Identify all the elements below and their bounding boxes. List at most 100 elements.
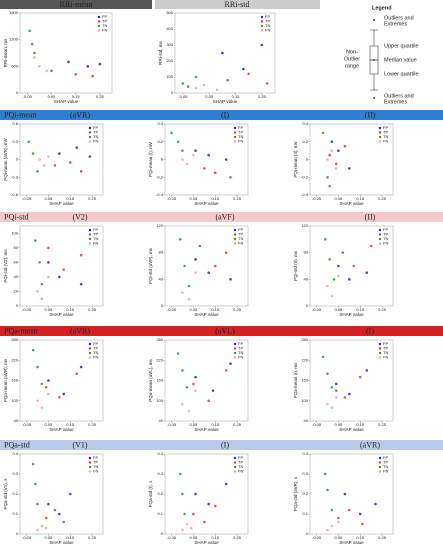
point	[75, 146, 79, 149]
legend-swatch	[260, 20, 264, 23]
legend-swatch	[233, 135, 237, 139]
chart: -0.4 -0.2 0 0.2 0.4 -0.05 0.05 0.15 0.25 SHAP val…	[293, 121, 394, 206]
lead-label: (I)	[221, 110, 229, 119]
legend-swatch	[378, 233, 382, 236]
y-tick-label: 0.2	[302, 139, 308, 144]
legend-label: FP	[93, 125, 98, 130]
legend-swatch	[233, 342, 237, 346]
y-tick-label: 40	[159, 418, 164, 423]
y-axis-label: PQi-std (V2), ms	[3, 249, 8, 283]
chart: -0.4 -0.2 0 0.2 0.4 -0.05 0.05 0.15 0.25 SHAP val…	[148, 121, 249, 206]
legend-label: FP	[93, 227, 98, 232]
y-tick-label: 220	[156, 357, 163, 362]
legend-label: FN	[93, 469, 98, 474]
y-axis-label: PQa-mean (aVL), ms	[148, 358, 153, 401]
legend-swatch	[88, 342, 92, 346]
point	[36, 365, 39, 369]
x-tick-label: 0.05	[189, 422, 198, 427]
point	[369, 244, 373, 248]
legend-swatch	[88, 347, 92, 350]
legend-label: TN	[383, 350, 388, 355]
y-tick-label: 20	[14, 289, 19, 294]
y-tick-label: -0.6	[11, 192, 19, 197]
x-tick-label: 0.05	[44, 535, 53, 540]
legend-label: TP	[93, 346, 98, 351]
x-tick-label: 0.25	[88, 422, 97, 427]
y-tick-label: 0	[306, 157, 309, 162]
point	[79, 365, 83, 369]
x-axis-label: SHAP value	[49, 427, 74, 432]
point	[194, 375, 197, 379]
point	[321, 355, 325, 359]
point	[224, 369, 228, 372]
point	[226, 78, 229, 82]
legend-label: FP	[102, 14, 107, 19]
point	[323, 238, 327, 241]
point	[187, 298, 191, 301]
y-tick-label: 120	[301, 223, 308, 228]
legend-label: Outlier	[344, 56, 360, 62]
point	[213, 264, 217, 268]
lead-label: (aVR)	[360, 440, 380, 449]
point	[247, 72, 250, 76]
y-tick-label: 0	[16, 303, 19, 308]
y-tick-label: 40	[304, 418, 309, 423]
y-tick-label: 0	[16, 531, 19, 536]
point	[47, 275, 50, 279]
legend-label: TP	[238, 130, 243, 135]
point	[337, 274, 340, 278]
section-title: RRi-mean	[60, 0, 93, 9]
point	[224, 158, 228, 161]
point	[352, 264, 355, 268]
point	[330, 149, 334, 152]
y-tick-label: 0	[171, 90, 174, 95]
point	[348, 392, 351, 396]
point	[328, 184, 331, 188]
x-tick-label: 0.25	[233, 535, 242, 540]
legend-label: TN	[93, 236, 98, 241]
legend-swatch	[233, 465, 237, 469]
chart: 0 0.1 0.2 0.3 0.4 -0.05 0.05 0.15 0.25 SHAP value…	[148, 451, 249, 545]
lead-label: (II)	[365, 212, 376, 221]
legend-label: FP	[383, 125, 388, 130]
legend-label: FP	[265, 14, 270, 19]
x-tick-label: 0.15	[211, 535, 220, 540]
point	[33, 239, 37, 242]
legend-label: FP	[238, 455, 243, 460]
legend-swatch	[88, 456, 92, 460]
y-tick-label: 0.4	[157, 451, 163, 456]
point	[334, 389, 338, 392]
point	[79, 282, 83, 286]
legend-outlier-dot	[373, 97, 375, 99]
y-tick-label: 280	[156, 337, 163, 342]
point	[321, 131, 325, 135]
legend-label: FN	[93, 139, 98, 144]
legend-label: FP	[238, 227, 243, 232]
point	[337, 149, 340, 152]
point	[176, 352, 180, 355]
y-tick-label: 0.4	[302, 121, 308, 126]
point	[224, 251, 228, 254]
point	[326, 284, 329, 288]
x-tick-label: -0.05	[167, 535, 177, 540]
point	[194, 86, 198, 90]
point	[74, 73, 77, 76]
point	[181, 369, 184, 372]
y-tick-label: 60	[14, 259, 19, 264]
x-tick-label: 0.25	[88, 307, 97, 312]
point	[213, 504, 217, 508]
point	[185, 522, 189, 526]
point	[50, 69, 53, 73]
point	[33, 482, 37, 486]
point	[62, 392, 65, 396]
x-axis-label: SHAP value	[194, 201, 219, 206]
y-tick-label: 0	[161, 303, 164, 308]
point	[58, 275, 61, 279]
point	[348, 278, 351, 281]
point	[53, 508, 57, 512]
point	[181, 82, 185, 85]
point	[31, 348, 35, 352]
x-tick-label: -0.05	[312, 422, 322, 427]
y-tick-label: 40	[14, 274, 19, 279]
y-tick-label: -0.2	[156, 174, 164, 179]
